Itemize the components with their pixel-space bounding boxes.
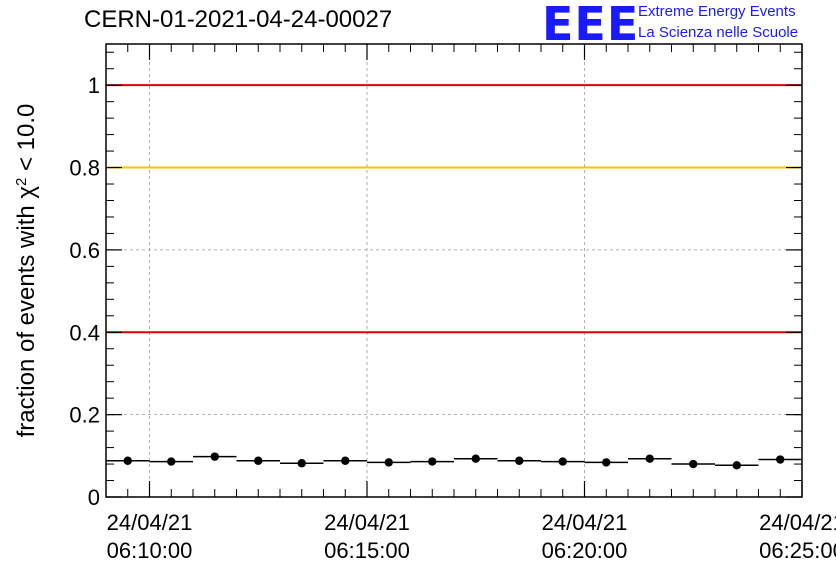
data-point — [732, 461, 741, 470]
x-tick-label-date: 24/04/21 — [107, 510, 193, 535]
x-tick-label-date: 24/04/21 — [324, 510, 410, 535]
y-tick-label: 0.2 — [69, 403, 100, 428]
x-tick-label-date: 24/04/21 — [759, 510, 836, 535]
data-point — [341, 456, 350, 465]
data-point — [645, 454, 654, 463]
data-point — [297, 459, 306, 468]
y-tick-label: 0.4 — [69, 320, 100, 345]
data-point — [254, 456, 263, 465]
plot-frame — [105, 43, 803, 498]
x-tick-label-time: 06:15:00 — [324, 538, 410, 563]
logo-mark: EEE — [542, 0, 640, 51]
y-tick-label: 0.8 — [69, 156, 100, 181]
y-axis-label: fraction of events with χ2 < 10.0 — [13, 104, 41, 438]
x-tick-label-date: 24/04/21 — [542, 510, 628, 535]
data-point — [428, 457, 437, 466]
y-tick-label: 0.6 — [69, 238, 100, 263]
data-point — [602, 458, 611, 467]
data-point — [167, 457, 176, 466]
logo-line-2: La Scienza nelle Scuole — [638, 24, 799, 41]
x-tick-label-time: 06:20:00 — [542, 538, 628, 563]
x-tick-label-time: 06:10:00 — [107, 538, 193, 563]
x-tick-label-time: 06:25:00 — [759, 538, 836, 563]
data-point — [210, 452, 219, 461]
data-point — [558, 457, 567, 466]
axis-labels: 0 0.2 0.4 0.6 0.8 1 24/04/21 06:10:00 24/04/21 06… — [69, 73, 836, 563]
data-point — [689, 459, 698, 469]
y-tick-label: 1 — [88, 73, 100, 98]
chart-title: CERN-01-2021-04-24-00027 — [84, 6, 393, 33]
data-point — [471, 454, 480, 463]
data-series — [106, 452, 802, 470]
data-point — [384, 458, 393, 467]
data-point — [515, 456, 524, 465]
axis-ticks — [105, 44, 803, 498]
logo-line-1: Extreme Energy Events — [638, 3, 796, 20]
data-point — [776, 455, 785, 464]
y-tick-label: 0 — [88, 485, 100, 510]
grid-layer — [106, 44, 803, 497]
reference-lines — [106, 84, 802, 334]
data-point — [123, 456, 132, 465]
